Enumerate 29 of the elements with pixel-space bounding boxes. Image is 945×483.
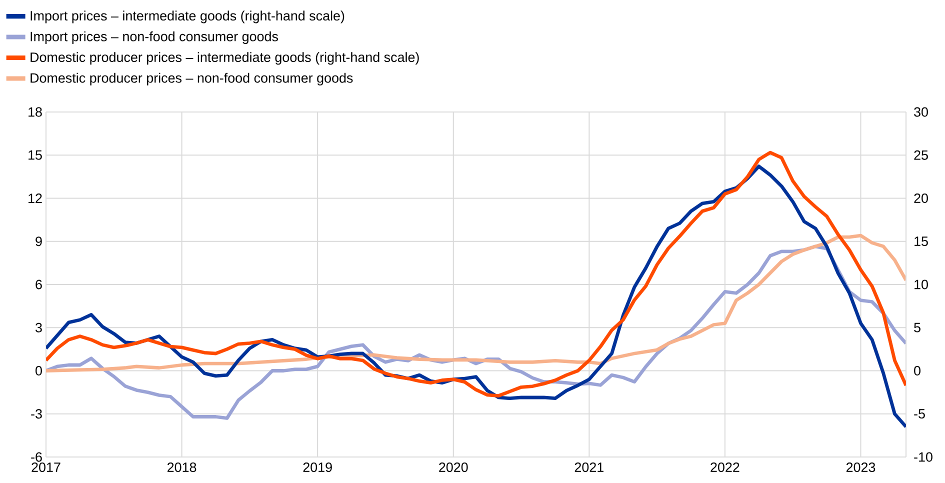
y2-tick-label: 10: [914, 280, 928, 290]
y2-tick-label: 5: [914, 322, 920, 332]
x-tick-label: 2021: [574, 462, 604, 472]
y-tick-label: 12: [28, 194, 42, 203]
legend-label: Domestic producer prices – intermediate goods (right-hand scale): [30, 52, 419, 65]
y-tick-label: 18: [28, 107, 42, 117]
x-tick-label: 2020: [439, 462, 468, 472]
x-tick-label: 2022: [710, 462, 740, 472]
y-tick-label: 0: [36, 366, 42, 376]
legend-label: Domestic producer prices – non-food consumer goods: [30, 72, 353, 86]
legend-label: Import prices – intermediate goods (right-hand scale): [30, 10, 344, 24]
y-tick-label: 6: [36, 280, 42, 290]
x-tick-label: 2023: [846, 462, 876, 472]
y-tick-label: 15: [28, 150, 42, 160]
y-tick-label: 9: [36, 236, 42, 246]
y2-tick-label: 25: [914, 150, 928, 160]
y-tick-label: -6: [31, 452, 42, 462]
legend-label: Import prices – non-food consumer goods: [30, 31, 278, 44]
y2-tick-label: 0: [914, 366, 920, 376]
y2-tick-label: -10: [914, 452, 932, 462]
y2-tick-label: -5: [914, 409, 925, 419]
y2-tick-label: 15: [914, 236, 928, 246]
y-tick-label: -3: [31, 409, 42, 419]
y-tick-label: 3: [36, 322, 42, 332]
x-tick-label: 2019: [303, 462, 332, 472]
y2-tick-label: 20: [914, 193, 928, 204]
x-tick-label: 2018: [168, 462, 196, 472]
y2-tick-label: 30: [914, 107, 928, 117]
x-tick-label: 2017: [32, 462, 60, 472]
